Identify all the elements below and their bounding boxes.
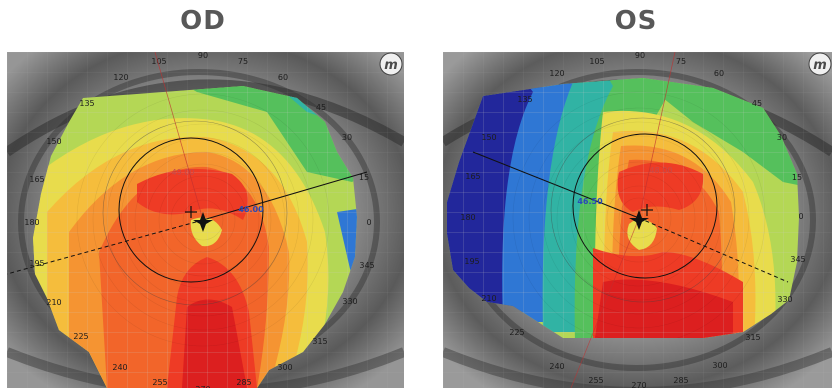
os-deg-180: 180 — [460, 213, 475, 222]
od-deg-300: 300 — [277, 363, 292, 372]
od-center-cross — [185, 206, 197, 218]
od-deg-225: 225 — [73, 332, 88, 341]
od-deg-210: 210 — [46, 298, 61, 307]
os-deg-0: 0 — [798, 212, 803, 221]
od-pupil-circle — [118, 137, 264, 283]
os-steep-axis-line — [472, 151, 640, 219]
od-deg-90: 90 — [198, 52, 208, 60]
od-deg-150: 150 — [46, 137, 61, 146]
od-steep-axis-line — [202, 171, 368, 221]
os-deg-330: 330 — [777, 295, 792, 304]
od-deg-315: 315 — [312, 337, 327, 346]
os-logo-text: m — [813, 58, 827, 73]
od-meridian-line — [154, 52, 204, 221]
os-deg-195: 195 — [464, 257, 479, 266]
od-degree-labels: 90 75 105 60 120 45 135 30 150 15 165 0 … — [24, 52, 374, 388]
od-logo-text: m — [384, 58, 398, 73]
os-deg-60: 60 — [714, 69, 724, 78]
od-deg-0: 0 — [366, 218, 371, 227]
os-deg-300: 300 — [712, 361, 727, 370]
od-outer-circle — [102, 120, 288, 306]
os-deg-15: 15 — [792, 173, 802, 182]
os-deg-255: 255 — [588, 376, 603, 385]
od-deg-15: 15 — [359, 173, 369, 182]
od-deg-105: 105 — [151, 57, 166, 66]
os-deg-345: 345 — [790, 255, 805, 264]
od-deg-30: 30 — [342, 133, 352, 142]
os-map-svg: 90 75 105 60 120 45 135 30 150 15 165 0 … — [443, 52, 832, 388]
os-deg-90: 90 — [635, 52, 645, 60]
od-title: OD — [180, 6, 226, 36]
os-deg-270: 270 — [631, 381, 646, 388]
os-flat-k-value: 48.00 — [650, 166, 673, 175]
od-flat-axis-line — [7, 219, 204, 275]
os-deg-165: 165 — [465, 172, 480, 181]
os-pupil-circle — [572, 133, 718, 279]
od-deg-165: 165 — [29, 175, 44, 184]
os-deg-135: 135 — [517, 95, 532, 104]
os-meridian-line-lower — [570, 217, 640, 388]
od-deg-180: 180 — [24, 218, 39, 227]
od-flat-k-value: 49.00 — [172, 168, 195, 177]
os-flat-axis-line — [638, 217, 789, 283]
os-deg-105: 105 — [589, 57, 604, 66]
os-deg-150: 150 — [481, 133, 496, 142]
od-deg-345: 345 — [359, 261, 374, 270]
od-deg-60: 60 — [278, 73, 288, 82]
os-degree-labels: 90 75 105 60 120 45 135 30 150 15 165 0 … — [460, 52, 805, 388]
os-deg-30: 30 — [777, 133, 787, 142]
os-steep-k-value: 46.50 — [577, 197, 603, 206]
os-outer-circle — [550, 117, 736, 303]
os-deg-120: 120 — [549, 69, 564, 78]
od-deg-45: 45 — [316, 103, 326, 112]
od-apex-marker — [193, 212, 213, 232]
od-topography-map: 90 75 105 60 120 45 135 30 150 15 165 0 … — [7, 52, 404, 388]
os-deg-225: 225 — [509, 328, 524, 337]
od-steep-k-value: 46.00 — [238, 205, 264, 214]
os-deg-75: 75 — [676, 57, 686, 66]
os-deg-240: 240 — [549, 362, 564, 371]
od-deg-255: 255 — [152, 378, 167, 387]
od-deg-270: 270 — [195, 385, 210, 388]
os-apex-marker — [629, 210, 649, 230]
os-title: OS — [614, 6, 658, 36]
od-deg-195: 195 — [29, 259, 44, 268]
os-center-cross — [641, 204, 653, 216]
os-topography-map: 90 75 105 60 120 45 135 30 150 15 165 0 … — [443, 52, 832, 388]
od-deg-120: 120 — [113, 73, 128, 82]
os-deg-45: 45 — [752, 99, 762, 108]
od-deg-75: 75 — [238, 57, 248, 66]
od-deg-135: 135 — [79, 99, 94, 108]
od-deg-240: 240 — [112, 363, 127, 372]
os-deg-210: 210 — [481, 294, 496, 303]
od-map-svg: 90 75 105 60 120 45 135 30 150 15 165 0 … — [7, 52, 404, 388]
od-deg-330: 330 — [342, 297, 357, 306]
os-deg-285: 285 — [673, 376, 688, 385]
os-deg-315: 315 — [745, 333, 760, 342]
os-logo-badge — [808, 52, 832, 76]
od-logo-badge — [379, 52, 403, 76]
od-deg-285: 285 — [236, 378, 251, 387]
